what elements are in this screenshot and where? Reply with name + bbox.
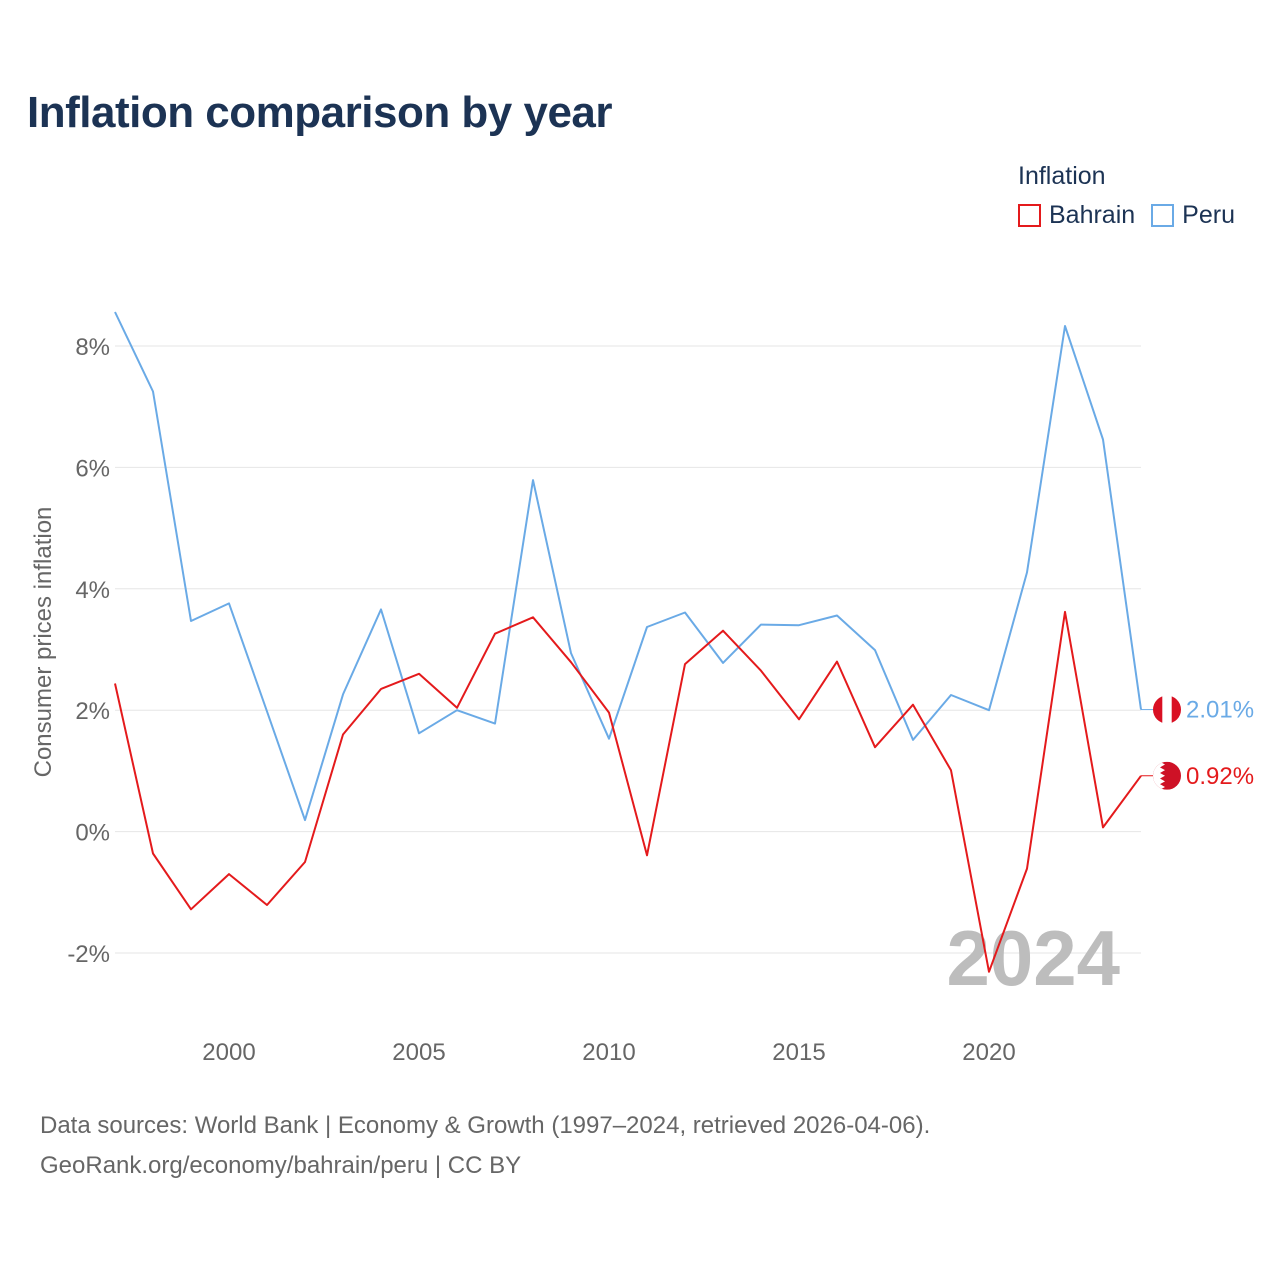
end-value-label: 2.01% [1186, 697, 1254, 724]
y-tick-label: 2% [75, 698, 110, 725]
x-tick-label: 2010 [582, 1039, 635, 1066]
legend-swatch [1018, 204, 1041, 227]
legend-swatch [1151, 204, 1175, 227]
legend: Inflation Bahrain Peru [1018, 162, 1235, 232]
end-value-label: 0.92% [1186, 763, 1254, 790]
flag-stripe [1171, 695, 1181, 724]
flag-stripe [1153, 695, 1163, 724]
source-line-2: GeoRank.org/economy/bahrain/peru | CC BY [40, 1152, 522, 1179]
legend-label: Peru [1182, 201, 1235, 229]
x-tick-label: 2005 [392, 1039, 445, 1066]
end-marker-bahrain: 0.92% [1141, 761, 1254, 790]
x-tick-label: 2000 [202, 1039, 255, 1066]
legend-item-peru[interactable]: Peru [1151, 201, 1235, 230]
y-tick-label: 8% [75, 334, 110, 361]
x-tick-label: 2015 [772, 1039, 825, 1066]
year-watermark: 2024 [946, 914, 1120, 1002]
legend-title: Inflation [1018, 162, 1106, 190]
y-tick-label: 4% [75, 577, 110, 604]
series-line-bahrain [114, 610, 1142, 973]
end-marker-peru: 2.01% [1141, 695, 1254, 724]
legend-item-bahrain[interactable]: Bahrain [1018, 201, 1135, 230]
legend-label: Bahrain [1049, 201, 1136, 229]
y-tick-label: 0% [75, 820, 110, 847]
bahrain-flag-icon [1153, 761, 1181, 790]
chart-area: -2% 0% 2% 4% 6% 8% 2000 2005 2010 2015 2020 Consume… [30, 311, 1254, 1066]
chart-title: Inflation comparison by year [27, 88, 613, 137]
source-line-1: Data sources: World Bank | Economy & Gro… [40, 1112, 931, 1139]
source-note: Data sources: World Bank | Economy & Gro… [40, 1106, 930, 1186]
y-tick-label: -2% [67, 941, 110, 968]
series-line-peru [114, 311, 1142, 822]
y-tick-label: 6% [75, 455, 110, 482]
y-axis-label: Consumer prices inflation [30, 507, 57, 778]
flag-serration [1153, 761, 1165, 790]
peru-flag-icon [1153, 695, 1181, 724]
x-tick-label: 2020 [962, 1039, 1015, 1066]
